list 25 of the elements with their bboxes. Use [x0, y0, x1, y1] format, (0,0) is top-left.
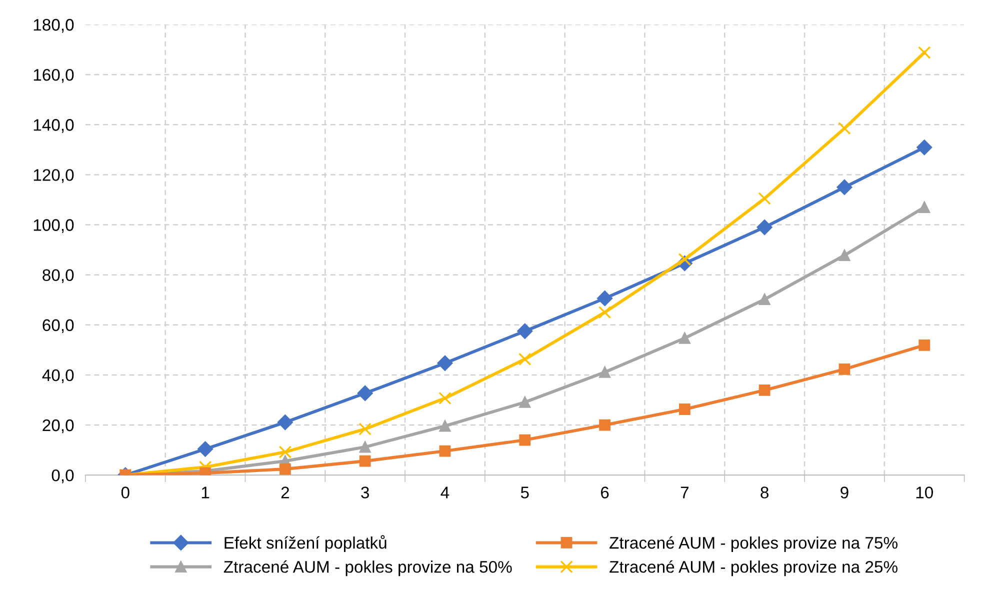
y-tick-label: 120,0 [34, 169, 74, 183]
y-tick-label: 100,0 [34, 219, 74, 233]
y-tick-label: 60,0 [42, 319, 74, 334]
legend-label: Ztracené AUM - pokles provize na 50% [224, 560, 512, 576]
y-tick-label: 180,0 [34, 18, 74, 33]
x-tick-label: 1 [202, 486, 210, 498]
y-tick-label: 140,0 [34, 119, 74, 133]
y-tick-label: 80,0 [42, 269, 74, 283]
x-tick-label: 7 [680, 486, 688, 498]
y-tick-label: 0,0 [52, 469, 74, 484]
x-tick-label: 9 [840, 486, 848, 498]
x-tick-label: 10 [916, 486, 933, 498]
legend-label: Ztracené AUM - pokles provize na 25% [610, 560, 898, 576]
x-tick-label: 3 [361, 486, 369, 498]
x-tick-label: 2 [281, 486, 289, 498]
x-tick-label: 6 [600, 486, 609, 498]
y-tick-label: 20,0 [42, 419, 74, 434]
legend-label: Efekt snížení poplatků [224, 535, 386, 552]
y-tick-label: 160,0 [34, 68, 74, 83]
x-tick-label: 4 [440, 486, 450, 498]
y-tick-label: 40,0 [42, 369, 74, 384]
x-tick-label: 8 [760, 486, 768, 498]
x-tick-label: 5 [520, 486, 529, 498]
legend-label: Ztracené AUM - pokles provize na 75% [610, 536, 898, 552]
x-tick-label: 0 [121, 486, 130, 498]
